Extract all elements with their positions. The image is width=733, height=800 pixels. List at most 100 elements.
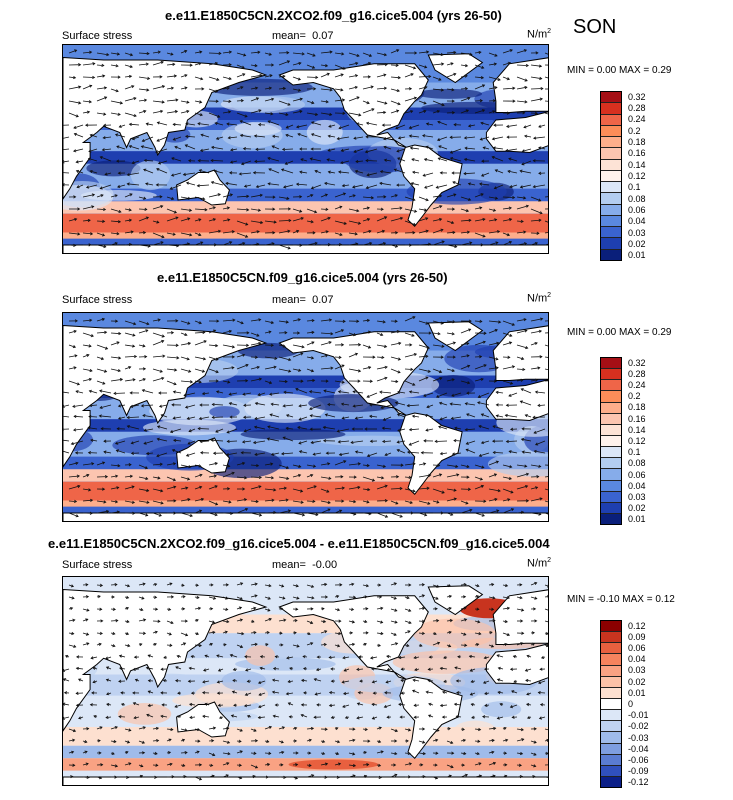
colorbar-label: 0.1	[628, 182, 641, 193]
colorbar-box	[601, 676, 621, 688]
panel-1-mean-label: mean=	[272, 30, 306, 42]
colorbar-box	[601, 665, 621, 677]
panel-2-units: N/m2	[527, 292, 551, 305]
colorbar-label: 0.12	[628, 171, 646, 181]
colorbar-label: 0.09	[628, 631, 646, 642]
colorbar-box	[601, 643, 621, 655]
panel-1-map-canvas	[63, 45, 548, 253]
colorbar-label: 0.03	[628, 492, 646, 502]
colorbar-label: 0.06	[628, 643, 646, 653]
colorbar-box	[601, 402, 621, 414]
panel-3-mean-value: -0.00	[312, 559, 338, 571]
panel-3-title: e.e11.E1850C5CN.2XCO2.f09_g16.cice5.004 …	[48, 536, 550, 551]
panel-3-map-canvas	[63, 577, 548, 785]
colorbar-label: 0.16	[628, 413, 646, 424]
colorbar-box	[601, 632, 621, 644]
colorbar-box	[601, 238, 621, 250]
colorbar-box	[601, 358, 621, 370]
colorbar-box	[601, 92, 621, 104]
colorbar-label: -0.12	[628, 777, 649, 788]
colorbar-label: 0.24	[628, 380, 646, 390]
colorbar-box	[601, 380, 621, 392]
colorbar-label: 0.04	[628, 216, 646, 227]
panel-2-title: e.e11.E1850C5CN.f09_g16.cice5.004 (yrs 2…	[157, 270, 448, 285]
colorbar-box	[601, 621, 621, 633]
colorbar-label: 0.24	[628, 114, 646, 125]
colorbar-box	[601, 204, 621, 216]
panel-3-colorbar	[600, 620, 622, 788]
panel-3-minmax: MIN = -0.10 MAX = 0.12	[567, 594, 675, 605]
colorbar-box	[601, 424, 621, 436]
panel-2-mean-value: 0.07	[312, 294, 334, 306]
colorbar-box	[601, 193, 621, 205]
panel-2-colorbar	[600, 357, 622, 525]
colorbar-box	[601, 170, 621, 183]
panel-3-units-text: N/m	[527, 557, 548, 570]
colorbar-label: 0.18	[628, 137, 646, 147]
colorbar-label: 0.06	[628, 469, 646, 480]
panel-2-mean-label: mean=	[272, 294, 306, 306]
colorbar-label: 0.16	[628, 148, 646, 159]
colorbar-box	[601, 698, 621, 711]
panel-2-map-canvas	[63, 313, 548, 521]
colorbar-label: 0.01	[628, 250, 646, 261]
colorbar-label: 0.1	[628, 447, 641, 458]
panel-3-variable: Surface stress	[62, 559, 133, 571]
colorbar-box	[601, 227, 621, 239]
colorbar-box	[601, 215, 621, 228]
panel-1-units-text: N/m	[527, 28, 548, 41]
colorbar-label: -0.01	[628, 710, 649, 721]
panel-1-units-exp: 2	[547, 28, 552, 35]
colorbar-label: 0.01	[628, 514, 646, 525]
colorbar-box	[601, 732, 621, 744]
colorbar-label: 0.04	[628, 654, 646, 665]
panel-2-units-text: N/m	[527, 292, 548, 305]
colorbar-label: 0.14	[628, 159, 646, 170]
colorbar-label: 0.28	[628, 103, 646, 113]
colorbar-label: -0.09	[628, 766, 649, 777]
colorbar-box	[601, 103, 621, 115]
colorbar-box	[601, 137, 621, 149]
colorbar-label: 0.08	[628, 193, 646, 204]
colorbar-label: 0.14	[628, 424, 646, 435]
colorbar-box	[601, 413, 621, 425]
colorbar-label: 0.2	[628, 125, 641, 136]
colorbar-box	[601, 513, 621, 525]
colorbar-label: 0.12	[628, 620, 646, 631]
panel-1-minmax: MIN = 0.00 MAX = 0.29	[567, 65, 672, 76]
panel-3-map	[62, 576, 549, 786]
colorbar-label: 0.02	[628, 239, 646, 249]
panel-1-units: N/m2	[527, 28, 551, 41]
colorbar-label: 0.32	[628, 91, 646, 102]
colorbar-box	[601, 776, 621, 788]
colorbar-box	[601, 710, 621, 722]
colorbar-box	[601, 469, 621, 481]
panel-2-map	[62, 312, 549, 522]
panel-2-mean: mean= 0.07	[272, 294, 334, 306]
colorbar-label: 0.06	[628, 205, 646, 215]
panel-3-mean: mean= -0.00	[272, 559, 337, 571]
colorbar-box	[601, 765, 621, 777]
colorbar-label: -0.04	[628, 743, 649, 754]
colorbar-box	[601, 369, 621, 381]
colorbar-box	[601, 249, 621, 260]
panel-1-colorbar	[600, 91, 622, 261]
colorbar-label: 0.03	[628, 665, 646, 676]
colorbar-label: -0.02	[628, 721, 649, 732]
colorbar-label: 0.04	[628, 480, 646, 491]
panel-3-mean-label: mean=	[272, 559, 306, 571]
panel-1-mean: mean= 0.07	[272, 30, 334, 42]
colorbar-label: 0	[628, 699, 634, 709]
colorbar-label: 0.03	[628, 227, 646, 238]
colorbar-box	[601, 743, 621, 755]
panel-2-minmax: MIN = 0.00 MAX = 0.29	[567, 327, 672, 338]
colorbar-label: 0.28	[628, 368, 646, 379]
colorbar-label: 0.08	[628, 458, 646, 469]
colorbar-box	[601, 159, 621, 171]
panel-1-variable: Surface stress	[62, 30, 133, 42]
colorbar-box	[601, 114, 621, 126]
colorbar-box	[601, 447, 621, 459]
colorbar-box	[601, 491, 621, 503]
colorbar-label: -0.03	[628, 732, 649, 743]
colorbar-box	[601, 502, 621, 514]
